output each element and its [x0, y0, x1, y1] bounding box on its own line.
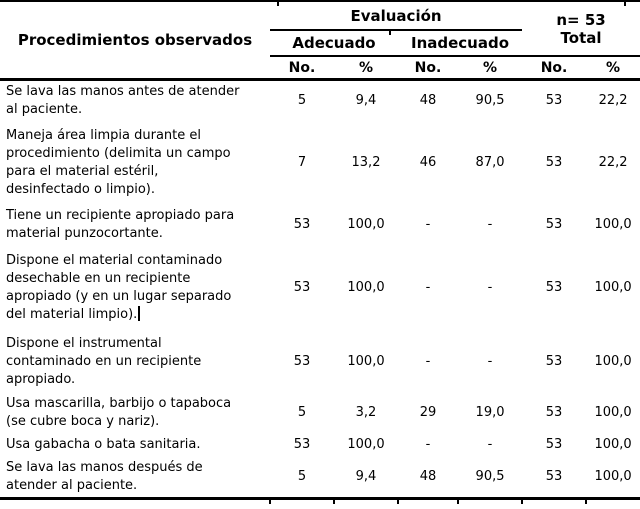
procedure-cell: Se lava las manos antes de atender al pa…: [6, 83, 240, 117]
value-cell: -: [487, 216, 493, 232]
table-row: Usa gabacha o bata sanitaria. 53 100,0 -…: [0, 433, 640, 458]
value-cell: 9,4: [355, 92, 377, 108]
metric-header-no: No.: [398, 56, 458, 81]
value-cell: 100,0: [586, 457, 640, 500]
value-cell: 19,0: [475, 404, 505, 420]
value-cell: 100,0: [594, 404, 632, 420]
value-cell: 13,2: [351, 154, 381, 170]
value-cell: 90,5: [458, 457, 523, 500]
total-label: Total: [560, 28, 602, 47]
value-cell: 7: [297, 154, 307, 170]
procedure-cell: Usa gabacha o bata sanitaria.: [6, 437, 201, 452]
value-cell: 100,0: [594, 279, 632, 295]
metric-header-pct: %: [334, 56, 398, 81]
value-cell: 48: [419, 92, 437, 108]
value-cell: 3,2: [355, 404, 377, 420]
value-cell: 53: [545, 216, 563, 232]
cell-border-tick: [333, 500, 335, 504]
column-header-total: n= 53 Total: [522, 1, 640, 57]
table-row: Usa mascarilla, barbijo o tapaboca (se c…: [0, 393, 640, 433]
table-row: Dispone el material contaminado desechab…: [0, 245, 640, 331]
procedure-cell: Maneja área limpia durante el procedimie…: [6, 127, 231, 197]
procedure-cell: Tiene un recipiente apropiado para mater…: [6, 207, 235, 241]
table-row: Dispone el instrumental contaminado en u…: [0, 331, 640, 393]
table-row: Tiene un recipiente apropiado para mater…: [0, 205, 640, 245]
value-cell: 100,0: [347, 353, 385, 369]
value-cell: 100,0: [594, 437, 632, 452]
cell-border-tick: [397, 500, 399, 504]
value-cell: 48: [398, 457, 458, 500]
value-cell: 9,4: [334, 457, 398, 500]
value-cell: -: [487, 353, 493, 369]
cell-border-tick: [624, 2, 626, 6]
value-cell: 22,2: [598, 92, 628, 108]
value-cell: 5: [270, 457, 334, 500]
value-cell: 100,0: [594, 353, 632, 369]
value-cell: 53: [545, 353, 563, 369]
value-cell: 100,0: [347, 437, 385, 452]
cell-border-tick: [457, 500, 459, 504]
column-header-procedures: Procedimientos observados: [0, 1, 270, 81]
value-cell: -: [425, 279, 431, 295]
metric-header-pct: %: [586, 56, 640, 81]
cell-border-tick: [269, 500, 271, 504]
total-n-label: n= 53: [556, 10, 606, 29]
value-cell: 5: [297, 404, 307, 420]
value-cell: 100,0: [347, 216, 385, 232]
table-row: Se lava las manos después de atender al …: [0, 457, 640, 500]
value-cell: -: [425, 353, 431, 369]
metric-header-pct: %: [458, 56, 523, 81]
value-cell: 87,0: [475, 154, 505, 170]
value-cell: 53: [545, 279, 563, 295]
procedure-cell: Dispone el material contaminado desechab…: [0, 245, 270, 331]
value-cell: 29: [419, 404, 437, 420]
value-cell: 53: [545, 404, 563, 420]
value-cell: 90,5: [475, 92, 505, 108]
bottom-border-ticks: [0, 500, 640, 506]
table-row: Se lava las manos antes de atender al pa…: [0, 80, 640, 121]
metric-header-no: No.: [522, 56, 587, 81]
procedure-cell: Dispone el instrumental contaminado en u…: [6, 335, 202, 387]
table-row: Maneja área limpia durante el procedimie…: [0, 121, 640, 205]
value-cell: 5: [297, 92, 307, 108]
column-group-evaluacion: Evaluación: [270, 1, 523, 31]
value-cell: -: [487, 279, 493, 295]
value-cell: 53: [293, 353, 311, 369]
value-cell: 46: [419, 154, 437, 170]
value-cell: -: [425, 437, 431, 452]
procedure-text: Dispone el material contaminado desechab…: [6, 252, 232, 322]
value-cell: 53: [545, 92, 563, 108]
value-cell: 53: [293, 279, 311, 295]
procedure-cell: Se lava las manos después de atender al …: [0, 457, 270, 500]
value-cell: 53: [545, 437, 563, 452]
procedure-cell: Usa mascarilla, barbijo o tapaboca (se c…: [6, 395, 232, 429]
subheader-inadecuado: Inadecuado: [398, 30, 523, 57]
value-cell: -: [487, 437, 493, 452]
value-cell: 53: [293, 437, 311, 452]
cell-border-tick: [521, 500, 523, 504]
cell-border-tick: [277, 2, 279, 6]
cell-border-tick: [389, 31, 391, 35]
metric-header-no: No.: [270, 56, 334, 81]
value-cell: 53: [293, 216, 311, 232]
value-cell: 22,2: [598, 154, 628, 170]
value-cell: 100,0: [594, 216, 632, 232]
value-cell: -: [425, 216, 431, 232]
value-cell: 53: [545, 154, 563, 170]
value-cell: 53: [522, 457, 587, 500]
text-cursor-caret: [138, 305, 141, 321]
cell-border-tick: [585, 500, 587, 504]
value-cell: 100,0: [347, 279, 385, 295]
subheader-adecuado: Adecuado: [270, 30, 398, 57]
